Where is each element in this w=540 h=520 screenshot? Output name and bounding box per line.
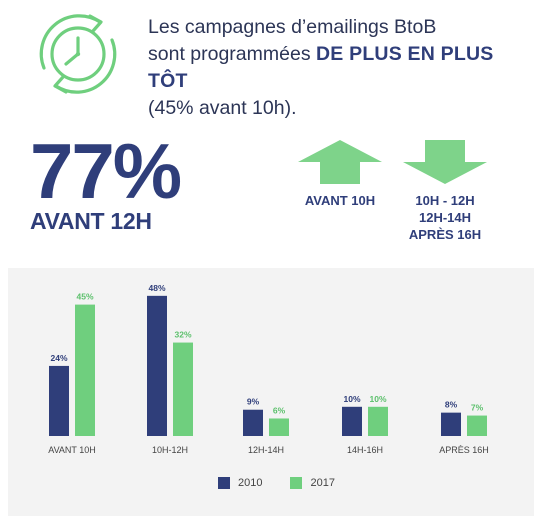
clock-cycle-icon (39, 14, 117, 94)
header: Les campagnes d’emailings BtoB sont prog… (0, 0, 540, 119)
bar-value-label: 10% (343, 394, 360, 404)
category-label: 10H-12H (152, 445, 188, 455)
bar-chart: 24% 45% AVANT 10H 48% 32% 10H-12H 9% 6% 12H-14H 1… (48, 283, 489, 455)
arrow-up-icon (298, 140, 382, 184)
category-label: 12H-14H (248, 445, 284, 455)
chart-legend: 2010 2017 (218, 475, 353, 491)
bar-2010-3 (342, 406, 362, 436)
trend-up-label: AVANT 10H (280, 192, 400, 209)
arrow-down-icon (403, 140, 487, 184)
bar-2017-4 (467, 415, 487, 436)
legend-label-2010: 2010 (238, 477, 263, 489)
headline-line-3: (45% avant 10h). (148, 97, 297, 119)
big-stat: 77% AVANT 12H (30, 132, 260, 235)
headline: Les campagnes d’emailings BtoB sont prog… (148, 14, 528, 122)
category-label: 14H-16H (347, 445, 383, 455)
legend-label-2017: 2017 (310, 477, 335, 489)
bar-value-label: 7% (471, 403, 484, 413)
bar-value-label: 45% (76, 292, 93, 302)
bar-value-label: 6% (273, 405, 286, 415)
trend-down-label-line-3: APRÈS 16H (408, 227, 482, 242)
headline-line-2: sont programmées DE PLUS EN PLUS TÔT (148, 41, 528, 95)
category-label: APRÈS 16H (439, 445, 489, 455)
category-label: AVANT 10H (48, 445, 96, 455)
trend-down-label: 10H - 12H 12H-14H APRÈS 16H (385, 192, 505, 243)
bar-2010-2 (243, 409, 263, 436)
trend-down-label-line-1: 10H - 12H (415, 193, 475, 208)
bar-value-label: 48% (148, 283, 165, 293)
big-stat-label: AVANT 12H (30, 208, 152, 234)
bar-2010-0 (49, 365, 69, 436)
legend-item-2017: 2017 (290, 477, 335, 489)
headline-line-1: Les campagnes d’emailings BtoB (148, 16, 437, 38)
bar-value-label: 32% (174, 330, 191, 340)
bar-value-label: 8% (445, 400, 458, 410)
bar-value-label: 9% (247, 397, 260, 407)
bar-value-label: 10% (369, 394, 386, 404)
bar-2017-2 (269, 418, 289, 436)
bar-chart-panel: 24% 45% AVANT 10H 48% 32% 10H-12H 9% 6% 12H-14H 1… (8, 268, 534, 516)
headline-emphasis: DE PLUS EN PLUS TÔT (148, 43, 494, 92)
bar-2010-4 (441, 412, 461, 436)
bar-value-label: 24% (50, 353, 67, 363)
trend-down-label-line-2: 12H-14H (418, 210, 472, 225)
trend-up-label-line: AVANT 10H (304, 193, 376, 208)
bar-2017-1 (173, 342, 193, 436)
headline-line-2-prefix: sont programmées (148, 43, 316, 65)
legend-item-2010: 2010 (218, 477, 262, 489)
bar-2010-1 (147, 295, 167, 436)
legend-swatch-2010 (218, 477, 230, 489)
legend-swatch-2017 (290, 477, 303, 489)
bar-2017-0 (75, 304, 95, 436)
big-stat-value: 77% (30, 127, 182, 215)
bar-2017-3 (368, 406, 388, 436)
trend-up: AVANT 10H (280, 140, 400, 209)
trend-down: 10H - 12H 12H-14H APRÈS 16H (385, 140, 505, 243)
